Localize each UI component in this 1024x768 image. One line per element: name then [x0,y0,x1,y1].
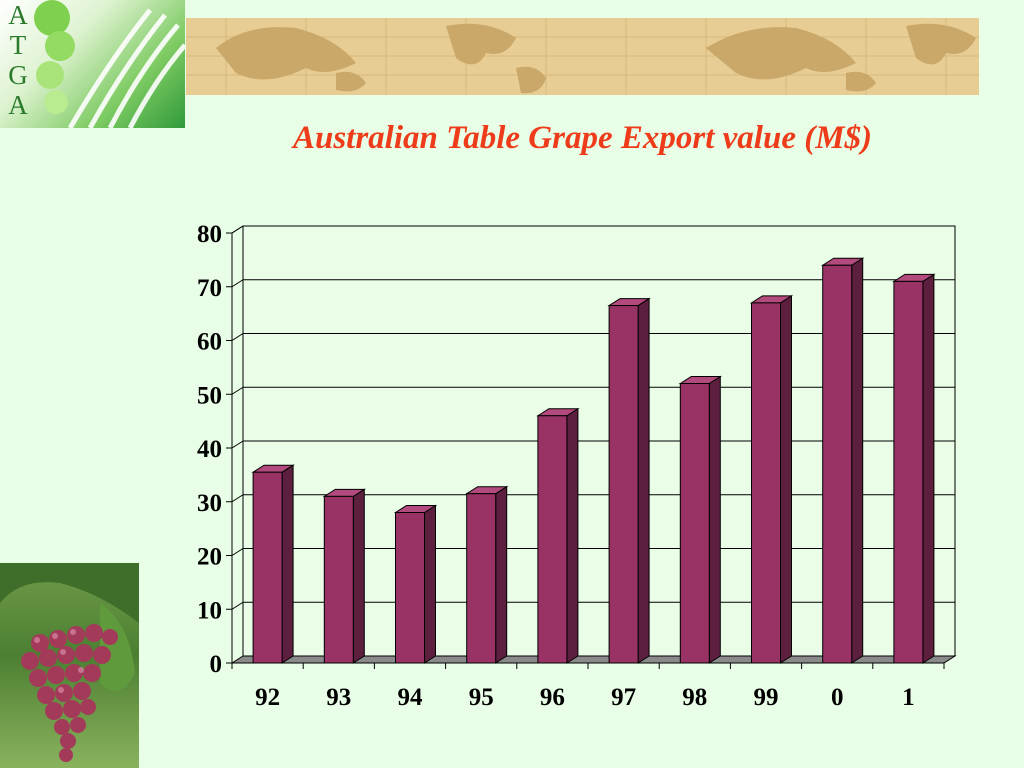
bar [608,305,639,664]
y-tick-label: 50 [197,382,222,409]
x-tick-label: 1 [902,684,915,711]
bar [466,493,497,664]
y-axis-top-edge [231,225,244,234]
bar-side [922,273,935,664]
bar-side [637,297,650,664]
bar [822,264,853,664]
logo-letters: A T G A [5,0,31,120]
y-gridline-side [231,279,244,288]
x-tick-label: 98 [682,684,707,711]
logo-leaf-graphic [34,0,185,128]
y-gridline-side [231,333,244,341]
bar-side [424,504,436,664]
logo-letter: G [8,60,28,90]
bar [323,495,354,664]
atga-logo: A T G A [0,0,185,128]
x-tick-label: 94 [398,684,424,711]
logo-letter: T [9,30,27,60]
bar [395,512,425,664]
logo-letter: A [8,90,28,120]
bar [679,383,710,664]
bar-side [708,375,721,664]
bar-side [281,464,294,664]
y-tick-label: 40 [197,436,222,463]
y-gridline-side [231,548,244,556]
y-tick-label: 70 [197,275,222,302]
bar [893,280,924,664]
x-tick-label: 96 [540,684,565,711]
logo-letter: A [8,0,28,30]
bar-side [495,485,508,664]
world-map-banner [186,18,979,95]
x-tick-label: 0 [831,684,844,711]
bar [252,471,283,664]
y-gridline-side [231,601,244,610]
y-tick-label: 30 [197,490,222,517]
grapes-graphic [0,563,139,762]
x-tick-label: 97 [611,684,636,711]
y-gridline-side [231,494,244,503]
y-tick-label: 80 [197,221,222,248]
bar-side [780,294,792,664]
x-tick-label: 95 [469,684,494,711]
y-gridline-side [231,440,244,449]
bar-side [851,257,864,664]
y-tick-label: 60 [197,329,222,356]
grapes-photo [0,563,139,768]
bar [537,415,568,664]
y-tick-label: 20 [197,544,222,571]
x-tick-label: 92 [255,684,280,711]
x-tick-label: 99 [754,684,779,711]
y-tick-label: 10 [197,597,222,624]
x-tick-label: 93 [326,684,351,711]
y-gridline-side [231,386,244,395]
chart-title: Australian Table Grape Export value (M$) [292,120,873,156]
y-tick-label: 0 [210,651,223,678]
bar-side [352,488,365,664]
world-map-graphic [186,18,979,95]
bar [751,302,781,664]
bar-side [566,407,579,664]
